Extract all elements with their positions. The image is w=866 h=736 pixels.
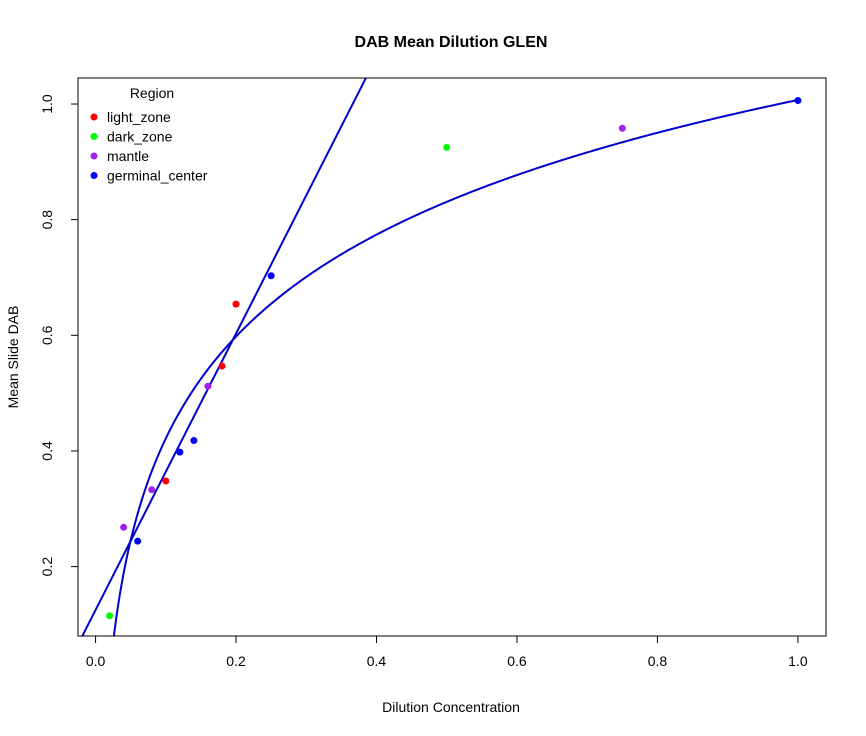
y-tick-label: 1.0 (39, 94, 55, 114)
data-points (106, 97, 802, 620)
y-tick-label: 0.8 (39, 210, 55, 230)
legend-title: Region (130, 85, 174, 101)
y-axis-label: Mean Slide DAB (5, 306, 21, 409)
legend-marker (90, 152, 98, 160)
data-point-mantle (204, 382, 212, 390)
fit-lines (81, 78, 799, 636)
linear-fit-line (81, 78, 368, 636)
data-point-mantle (618, 124, 626, 132)
x-axis: 0.0 0.2 0.4 0.6 0.8 1.0 (86, 635, 808, 669)
legend-entry-label: light_zone (107, 109, 171, 125)
x-tick-label: 0.8 (648, 653, 668, 669)
data-point-light-zone (162, 477, 170, 485)
data-point-germinal-center (176, 448, 184, 456)
data-point-germinal-center (190, 437, 198, 445)
legend-entry-label: mantle (107, 148, 149, 164)
data-point-mantle (120, 523, 128, 531)
log-fit-curve (112, 98, 799, 636)
legend-marker (90, 133, 98, 140)
y-axis: 0.2 0.4 0.6 0.8 1.0 (39, 94, 79, 577)
y-tick-label: 0.6 (39, 325, 55, 345)
x-tick-label: 0.0 (86, 653, 106, 669)
x-tick-label: 1.0 (788, 653, 808, 669)
plot-frame (77, 77, 827, 637)
x-axis-label: Dilution Concentration (382, 699, 520, 715)
data-point-light-zone (232, 300, 240, 308)
data-point-germinal-center (134, 537, 142, 545)
x-tick-label: 0.2 (226, 653, 246, 669)
x-tick-label: 0.6 (507, 653, 527, 669)
legend-entry-label: dark_zone (107, 129, 173, 145)
data-point-germinal-center (267, 272, 275, 280)
data-point-dark-zone (443, 143, 451, 151)
data-point-mantle (148, 486, 156, 494)
legend-entry-label: germinal_center (107, 168, 208, 184)
data-point-germinal-center (794, 97, 802, 105)
chart-title: DAB Mean Dilution GLEN (355, 34, 548, 51)
legend-marker (90, 172, 98, 179)
data-point-light-zone (218, 362, 226, 370)
y-tick-label: 0.4 (39, 441, 55, 461)
data-point-dark-zone (106, 612, 114, 620)
x-tick-label: 0.4 (367, 653, 387, 669)
y-tick-label: 0.2 (39, 557, 55, 577)
legend-marker (90, 113, 98, 121)
